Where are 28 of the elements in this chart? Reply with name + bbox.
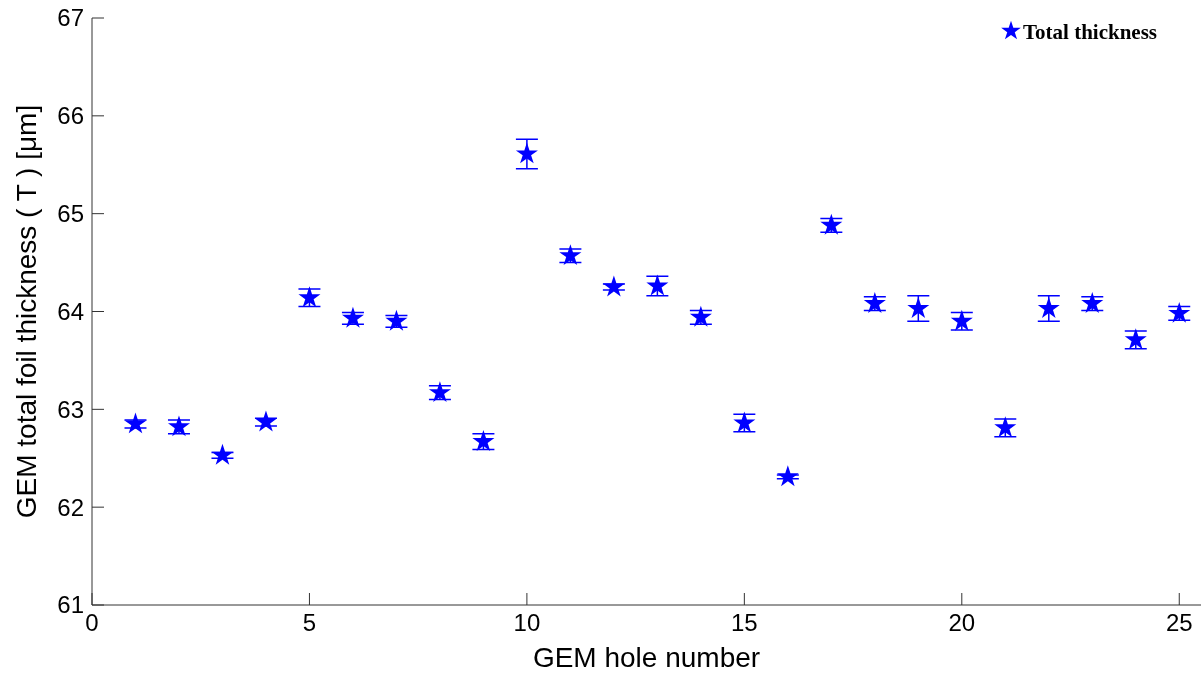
point [820, 213, 843, 235]
point [515, 142, 538, 164]
y-tick-label: 61 [57, 591, 84, 619]
point [385, 309, 408, 331]
x-tick-label: 5 [302, 609, 317, 636]
point [211, 443, 234, 465]
y-tick-label: 67 [57, 4, 84, 32]
point [907, 297, 930, 318]
point [776, 465, 799, 487]
y-axis-title: GEM total foil thickness ( T ) [μm] [11, 104, 42, 519]
x-tick-label: 20 [948, 609, 976, 636]
y-tick-label: 62 [57, 493, 84, 521]
y-tick-label: 66 [57, 102, 84, 130]
point [124, 412, 147, 434]
point [1168, 301, 1191, 323]
y-tick-label: 63 [57, 395, 84, 423]
x-axis-title: GEM hole number [532, 642, 761, 673]
x-tick-label: 0 [85, 609, 99, 636]
point [341, 306, 364, 328]
y-tick-label: 65 [57, 200, 84, 228]
point [254, 410, 277, 432]
point [602, 275, 625, 297]
y-tick-label: 64 [57, 297, 84, 325]
x-tick-label: 15 [731, 609, 758, 636]
x-tick-label: 10 [513, 609, 541, 636]
point [1037, 297, 1060, 318]
legend-label: Total thickness [1023, 20, 1158, 45]
x-tick-label: 25 [1165, 609, 1193, 636]
